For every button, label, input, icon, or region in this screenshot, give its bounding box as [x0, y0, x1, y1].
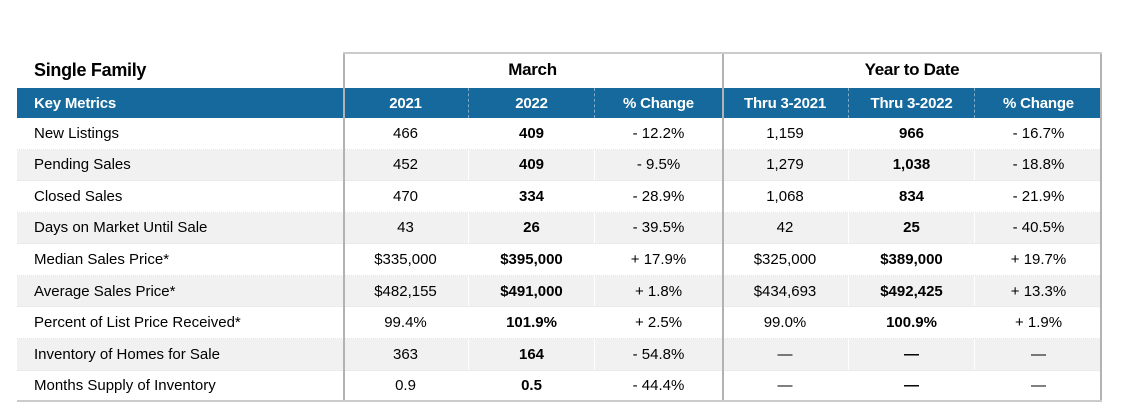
metric-label: New Listings: [34, 124, 120, 142]
column-header-pct-change-ytd: % Change: [974, 88, 1102, 118]
value-cell: —: [777, 377, 793, 395]
value-cell: $434,693: [753, 282, 817, 300]
value-cell: + 17.9%: [594, 244, 722, 275]
value-cell: $492,425: [848, 275, 974, 307]
value-cell: - 40.5%: [974, 212, 1102, 244]
value-cell: - 54.8%: [594, 338, 722, 370]
value-cell: —: [848, 338, 974, 370]
table-row-months-supply: Months Supply of Inventory 0.9 0.5 - 44.…: [17, 370, 1102, 403]
column-header-2021: 2021: [389, 94, 422, 112]
value-cell: —: [974, 370, 1102, 402]
table-top-border: [343, 52, 1102, 54]
group-header-year-to-date: Year to Date: [864, 60, 960, 79]
table-row-median-sales-price: Median Sales Price* $335,000 $395,000 + …: [17, 244, 1102, 276]
value-cell: + 1.9%: [974, 307, 1102, 338]
value-cell: - 18.8%: [974, 149, 1102, 181]
value-cell: 1,038: [848, 149, 974, 181]
metric-label: Inventory of Homes for Sale: [34, 345, 220, 363]
table-row-closed-sales: Closed Sales 470 334 - 28.9% 1,068 834 -…: [17, 181, 1102, 213]
table-row-inventory-homes: Inventory of Homes for Sale 363 164 - 54…: [17, 338, 1102, 371]
column-header-2022: 2022: [468, 88, 594, 118]
table-row-days-on-market: Days on Market Until Sale 43 26 - 39.5% …: [17, 212, 1102, 245]
value-cell: 1,068: [766, 187, 804, 205]
table-bottom-border: [17, 400, 1102, 402]
value-cell: —: [974, 338, 1102, 370]
value-cell: + 19.7%: [974, 244, 1102, 275]
metric-label: Percent of List Price Received*: [34, 314, 241, 332]
group-header-row: Single Family March Year to Date: [17, 52, 1102, 88]
value-cell: + 13.3%: [974, 275, 1102, 307]
group-header-march: March: [508, 60, 557, 79]
value-cell: 42: [776, 219, 794, 237]
value-cell: - 21.9%: [974, 181, 1102, 212]
value-cell: 1,279: [766, 156, 804, 174]
value-cell: - 12.2%: [594, 118, 722, 149]
value-cell: 1,159: [766, 124, 804, 142]
value-cell: 101.9%: [468, 307, 594, 338]
table-row-average-sales-price: Average Sales Price* $482,155 $491,000 +…: [17, 275, 1102, 308]
value-cell: $491,000: [468, 275, 594, 307]
table-row-new-listings: New Listings 466 409 - 12.2% 1,159 966 -…: [17, 118, 1102, 150]
metric-label: Median Sales Price*: [34, 251, 170, 269]
metric-label: Average Sales Price*: [34, 282, 176, 300]
value-cell: 43: [397, 219, 414, 237]
value-cell: $335,000: [374, 251, 437, 269]
column-header-key-metrics: Key Metrics: [34, 94, 117, 112]
metric-label: Days on Market Until Sale: [34, 219, 208, 237]
value-cell: 334: [468, 181, 594, 212]
value-cell: 363: [392, 345, 419, 363]
value-cell: 966: [848, 118, 974, 149]
value-cell: - 28.9%: [594, 181, 722, 212]
value-cell: + 2.5%: [594, 307, 722, 338]
column-header-thru-3-2022: Thru 3-2022: [848, 88, 974, 118]
table-row-pending-sales: Pending Sales 452 409 - 9.5% 1,279 1,038…: [17, 149, 1102, 182]
column-header-pct-change-march: % Change: [594, 88, 722, 118]
value-cell: 452: [392, 156, 419, 174]
value-cell: $482,155: [374, 282, 437, 300]
value-cell: 26: [468, 212, 594, 244]
value-cell: 409: [468, 118, 594, 149]
value-cell: 834: [848, 181, 974, 212]
value-cell: $389,000: [848, 244, 974, 275]
value-cell: $395,000: [468, 244, 594, 275]
value-cell: 0.9: [395, 377, 416, 395]
value-cell: + 1.8%: [594, 275, 722, 307]
value-cell: 466: [392, 124, 419, 142]
value-cell: 99.4%: [384, 314, 427, 332]
report-title: Single Family: [34, 59, 147, 80]
value-cell: —: [848, 370, 974, 402]
section-border-middle: [722, 52, 724, 402]
value-cell: - 16.7%: [974, 118, 1102, 149]
value-cell: 470: [392, 187, 419, 205]
column-header-thru-3-2021: Thru 3-2021: [744, 94, 826, 112]
metric-label: Closed Sales: [34, 187, 123, 205]
metric-label: Pending Sales: [34, 156, 131, 174]
value-cell: - 39.5%: [594, 212, 722, 244]
value-cell: 0.5: [468, 370, 594, 402]
table-row-percent-list-price: Percent of List Price Received* 99.4% 10…: [17, 307, 1102, 339]
column-header-row: Key Metrics 2021 2022 % Change Thru 3-20…: [17, 88, 1102, 118]
value-cell: 100.9%: [848, 307, 974, 338]
value-cell: 25: [848, 212, 974, 244]
value-cell: - 9.5%: [594, 149, 722, 181]
value-cell: —: [777, 345, 793, 363]
section-border-right: [1100, 52, 1102, 402]
single-family-metrics-table: Single Family March Year to Date Key Met…: [17, 52, 1102, 403]
value-cell: 164: [468, 338, 594, 370]
value-cell: - 44.4%: [594, 370, 722, 402]
value-cell: $325,000: [753, 251, 817, 269]
value-cell: 409: [468, 149, 594, 181]
value-cell: 99.0%: [763, 314, 807, 332]
section-border-left: [343, 52, 345, 402]
metric-label: Months Supply of Inventory: [34, 377, 216, 395]
